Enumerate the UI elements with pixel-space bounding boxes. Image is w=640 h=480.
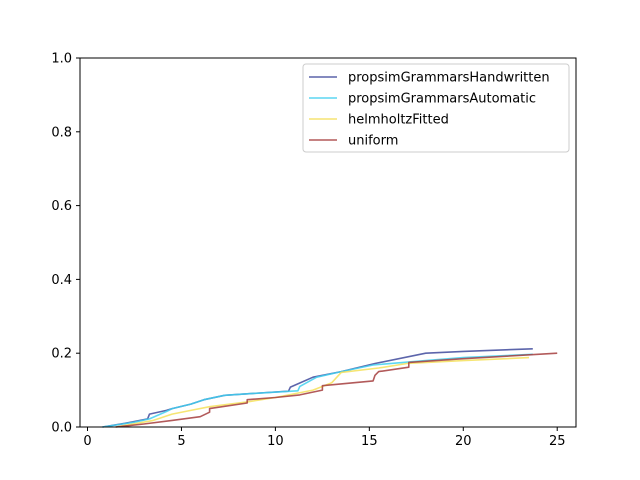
legend: propsimGrammarsHandwritten propsimGrammar… — [302, 63, 570, 153]
y-tick-label: 0.0 — [51, 421, 72, 436]
series-line-2 — [115, 356, 530, 428]
x-tick-label: 10 — [267, 434, 284, 449]
x-tick-label: 5 — [177, 434, 185, 449]
legend-label-1: propsimGrammarsAutomatic — [348, 92, 536, 107]
y-tick-label: 1.0 — [51, 52, 72, 67]
legend-label-0: propsimGrammarsHandwritten — [348, 71, 550, 86]
y-axis: 0.0 0.2 0.4 0.6 0.8 1.0 — [51, 52, 80, 436]
x-tick-label: 15 — [361, 434, 378, 449]
legend-box — [302, 63, 570, 153]
x-tick-label: 0 — [83, 434, 91, 449]
plot-frame — [79, 57, 577, 428]
plot-lines — [102, 348, 558, 428]
y-tick-label: 0.6 — [51, 199, 72, 214]
series-line-1 — [102, 353, 533, 428]
y-tick-label: 0.4 — [51, 273, 72, 288]
x-tick-label: 25 — [549, 434, 566, 449]
x-tick-label: 20 — [455, 434, 472, 449]
series-line-3 — [115, 352, 558, 428]
legend-label-3: uniform — [348, 134, 398, 149]
y-tick-label: 0.8 — [51, 125, 72, 140]
x-axis: 0 5 10 15 20 25 — [83, 427, 565, 449]
y-tick-label: 0.2 — [51, 347, 72, 362]
legend-label-2: helmholtzFitted — [348, 113, 449, 128]
